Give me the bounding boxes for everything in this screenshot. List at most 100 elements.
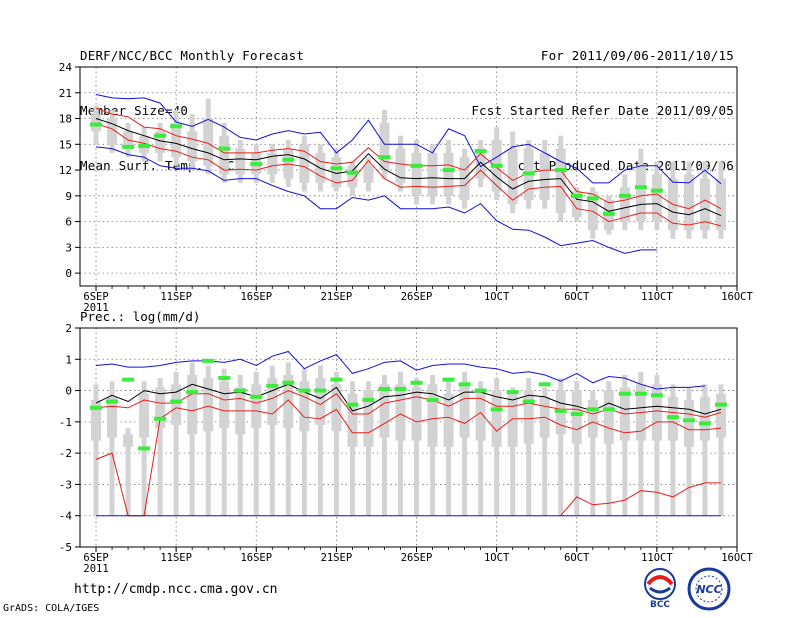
y-tick-label: 21 (59, 87, 72, 100)
box-body (651, 384, 662, 441)
observed-marker (202, 358, 215, 363)
series-line-spread-lower (95, 399, 722, 517)
box-whisker (93, 384, 99, 516)
box-body (299, 381, 310, 432)
x-tick-label: 21SEP (321, 291, 353, 303)
observed-marker (634, 185, 647, 190)
observed-marker (106, 399, 119, 404)
box-body (155, 387, 166, 429)
observed-marker (570, 412, 583, 417)
x-tick-label: 16SEP (240, 552, 272, 564)
observed-marker (410, 163, 423, 168)
observed-marker (506, 390, 519, 395)
box-body (91, 399, 102, 441)
box-body (619, 187, 630, 222)
observed-marker (554, 168, 567, 173)
observed-marker (186, 390, 199, 395)
box-body (491, 390, 502, 447)
box-body (603, 390, 614, 444)
box-whisker (686, 387, 692, 516)
box-body (363, 165, 374, 183)
series-line-ensemble-mean (95, 118, 722, 217)
observed-marker (314, 388, 327, 393)
box-body (379, 384, 390, 438)
box-body (715, 393, 726, 438)
observed-marker (122, 144, 135, 149)
series-line-max (95, 94, 722, 185)
observed-marker (218, 146, 231, 151)
observed-marker (346, 402, 359, 407)
series-line-spread-upper (95, 107, 722, 210)
page-title: DERF/NCC/BCC Monthly Forecast (80, 48, 305, 63)
observed-marker (570, 193, 583, 198)
y-tick-label: -1 (59, 416, 72, 429)
observed-marker (154, 133, 167, 138)
series-line-ensemble-mean (95, 383, 722, 415)
box-whisker (157, 378, 163, 516)
box-body (299, 144, 310, 183)
observed-marker (378, 387, 391, 392)
box-body (331, 384, 342, 432)
ncc-logo-text: NCC (696, 583, 721, 596)
box-whisker (542, 387, 548, 516)
observed-marker (218, 376, 231, 381)
observed-marker (458, 382, 471, 387)
observed-marker (330, 166, 343, 171)
y-tick-label: 6 (65, 216, 72, 229)
plot-frame (79, 327, 738, 548)
x-tick-label: 16OCT (721, 291, 753, 303)
box-body (315, 378, 326, 425)
box-whisker (397, 371, 403, 516)
x-tick-label: 26SEP (401, 291, 433, 303)
box-body (411, 387, 422, 441)
box-body (139, 393, 150, 438)
observed-marker (474, 149, 487, 154)
y-tick-label: -5 (59, 541, 72, 554)
box-body (715, 178, 726, 231)
box-body (363, 390, 374, 447)
box-body (443, 393, 454, 447)
series-line-spread-lower (95, 123, 722, 227)
y-tick-label: 12 (59, 164, 72, 177)
box-whisker (654, 374, 660, 516)
observed-marker (138, 446, 151, 451)
box-whisker (125, 428, 131, 516)
box-body (203, 378, 214, 432)
box-body (155, 131, 166, 153)
box-whisker (702, 384, 708, 516)
x-tick-label: 1OCT (484, 291, 510, 303)
box-whisker (606, 381, 612, 516)
box-body (427, 384, 438, 447)
series-line-min (95, 146, 657, 254)
observed-marker (410, 380, 423, 385)
observed-marker (122, 377, 135, 382)
observed-marker (394, 387, 407, 392)
observed-marker (714, 402, 727, 407)
box-body (523, 390, 534, 444)
box-body (219, 135, 230, 175)
box-body (443, 152, 454, 196)
box-whisker (510, 387, 516, 516)
box-whisker (446, 381, 452, 516)
observed-marker (474, 388, 487, 393)
source-url[interactable]: http://cmdp.ncc.cma.gov.cn (74, 582, 278, 597)
box-whisker (365, 381, 371, 516)
x-tick-label: 11OCT (641, 552, 673, 564)
grads-credit: GrADS: COLA/IGES (3, 603, 100, 614)
box-body (171, 384, 182, 425)
observed-marker (346, 170, 359, 175)
observed-marker (602, 407, 615, 412)
observed-marker (234, 388, 247, 393)
box-body (475, 148, 486, 179)
x-tick-label: 6OCT (564, 552, 590, 564)
box-body (187, 374, 198, 435)
box-body (651, 174, 662, 222)
box-whisker (301, 368, 307, 516)
y-tick-label: 0 (65, 267, 72, 280)
box-whisker (590, 390, 596, 516)
box-whisker (285, 362, 291, 516)
box-body (683, 399, 694, 447)
observed-marker (586, 196, 599, 201)
y-tick-label: -2 (59, 447, 72, 460)
